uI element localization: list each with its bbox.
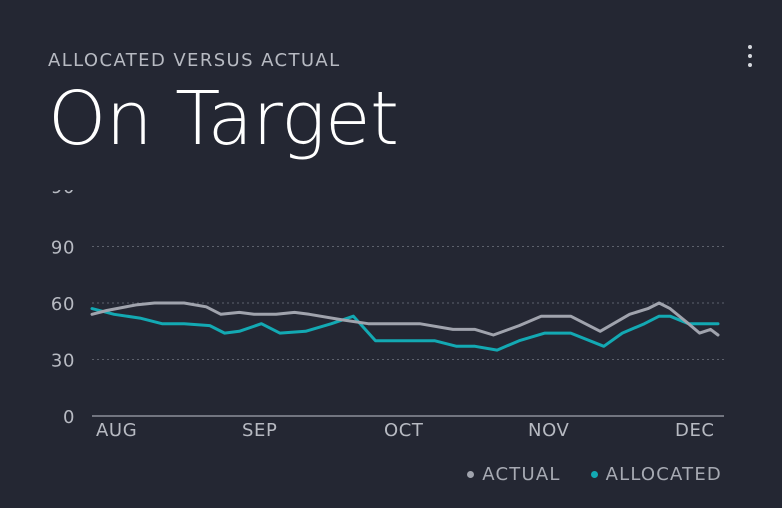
y-tick-label: 90 [51,177,75,198]
legend-label-allocated: ALLOCATED [605,464,722,485]
more-options-button[interactable] [740,44,760,68]
y-tick-label: 90 [51,238,75,259]
card-subtitle: ALLOCATED VERSUS ACTUAL [48,50,341,71]
series-line-allocated [90,307,720,352]
legend-item-actual[interactable]: ACTUAL [467,464,560,485]
series-line-actual [90,301,720,337]
x-tick-label-oct: OCT [384,420,424,441]
y-tick-label: 60 [51,294,75,315]
card-headline: On Target [48,76,399,162]
legend-item-allocated[interactable]: ALLOCATED [590,464,722,485]
chart-legend: ACTUAL ALLOCATED [467,464,722,485]
y-tick-label: 0 [63,407,75,428]
chart-plot-area: 0 30 60 90 90 AUG SEP OCT NOV DEC [51,177,724,441]
x-tick-label-sep: SEP [242,420,277,441]
x-tick-label-nov: NOV [528,420,570,441]
legend-dot-actual [467,471,475,478]
x-tick-label-aug: AUG [96,420,137,441]
legend-dot-allocated [590,471,598,478]
y-tick-label: 30 [51,351,75,372]
legend-label-actual: ACTUAL [482,464,561,485]
x-tick-label-dec: DEC [675,420,715,441]
more-vertical-icon [748,44,752,67]
